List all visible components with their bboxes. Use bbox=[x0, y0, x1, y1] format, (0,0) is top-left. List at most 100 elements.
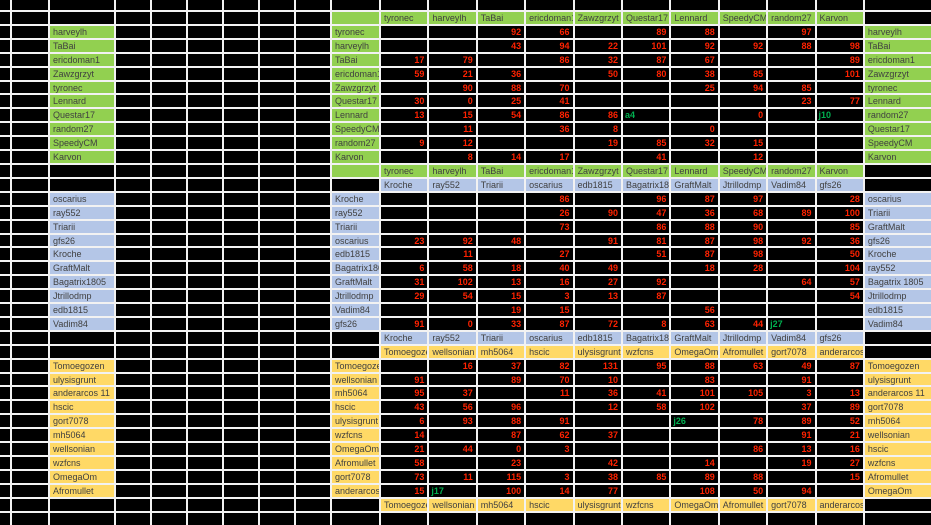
row-label-mid[interactable]: anderarcos bbox=[332, 484, 379, 497]
matrix-cell[interactable]: 47 bbox=[622, 206, 670, 219]
matrix-cell[interactable]: 102 bbox=[671, 401, 718, 414]
empty-cell[interactable] bbox=[260, 317, 294, 330]
column-header[interactable]: edb1815 bbox=[574, 178, 621, 191]
empty-cell[interactable] bbox=[260, 220, 294, 233]
empty-cell[interactable] bbox=[188, 53, 222, 66]
empty-cell[interactable] bbox=[224, 53, 258, 66]
row-label-left[interactable]: Bagatrix1805 bbox=[50, 276, 114, 289]
empty-cell[interactable] bbox=[296, 345, 330, 358]
empty-cell[interactable] bbox=[224, 0, 258, 10]
matrix-cell[interactable]: 32 bbox=[671, 137, 718, 150]
matrix-cell[interactable] bbox=[381, 304, 428, 316]
empty-cell[interactable] bbox=[116, 53, 150, 66]
empty-cell[interactable] bbox=[12, 151, 48, 163]
matrix-cell[interactable] bbox=[381, 220, 428, 233]
column-header[interactable]: ray552 bbox=[429, 331, 476, 344]
row-label-left[interactable]: wzfcns bbox=[50, 457, 114, 469]
matrix-cell[interactable]: 85 bbox=[622, 470, 670, 483]
empty-cell[interactable] bbox=[152, 498, 186, 511]
row-label-mid[interactable]: Triarii bbox=[332, 220, 379, 233]
empty-cell[interactable] bbox=[260, 345, 294, 358]
row-label-left[interactable]: edb1815 bbox=[50, 304, 114, 316]
row-label-right[interactable]: TaBai bbox=[864, 39, 931, 52]
matrix-cell[interactable] bbox=[381, 359, 428, 372]
row-label-left[interactable]: tyronec bbox=[50, 81, 114, 94]
empty-cell[interactable] bbox=[0, 304, 10, 316]
column-header[interactable]: TaBai bbox=[477, 12, 525, 24]
matrix-cell[interactable] bbox=[768, 53, 815, 66]
empty-cell[interactable] bbox=[0, 234, 10, 247]
empty-cell[interactable] bbox=[152, 443, 186, 455]
matrix-cell[interactable] bbox=[477, 387, 525, 400]
empty-cell[interactable] bbox=[296, 109, 330, 122]
matrix-cell[interactable] bbox=[574, 415, 621, 428]
matrix-cell[interactable] bbox=[622, 457, 670, 469]
empty-cell[interactable] bbox=[188, 123, 222, 136]
column-header[interactable]: Karvon bbox=[816, 164, 863, 177]
row-label-right[interactable]: Bagatrix 1805 bbox=[864, 276, 931, 289]
empty-cell[interactable] bbox=[152, 387, 186, 400]
empty-cell[interactable] bbox=[116, 331, 150, 344]
matrix-cell[interactable]: 80 bbox=[622, 67, 670, 80]
matrix-cell[interactable]: 19 bbox=[768, 457, 815, 469]
empty-cell[interactable] bbox=[188, 331, 222, 344]
empty-cell[interactable] bbox=[224, 373, 258, 386]
empty-cell[interactable] bbox=[12, 39, 48, 52]
empty-cell[interactable] bbox=[477, 0, 525, 10]
row-label-left[interactable]: OmegaOm bbox=[50, 470, 114, 483]
column-header[interactable]: SpeedyCM bbox=[719, 164, 767, 177]
empty-cell[interactable] bbox=[0, 192, 10, 205]
empty-cell[interactable] bbox=[12, 484, 48, 497]
column-header[interactable]: Jtrillodmp bbox=[719, 178, 767, 191]
empty-cell[interactable] bbox=[224, 192, 258, 205]
column-header[interactable]: random27 bbox=[768, 164, 815, 177]
empty-cell[interactable] bbox=[12, 164, 48, 177]
empty-cell[interactable] bbox=[224, 234, 258, 247]
matrix-cell[interactable]: 28 bbox=[719, 262, 767, 275]
matrix-cell[interactable] bbox=[719, 123, 767, 136]
matrix-cell[interactable]: 86 bbox=[526, 53, 573, 66]
empty-cell[interactable] bbox=[152, 137, 186, 150]
row-label-left[interactable]: mh5064 bbox=[50, 429, 114, 442]
matrix-cell[interactable]: 108 bbox=[671, 484, 718, 497]
empty-cell[interactable] bbox=[12, 53, 48, 66]
matrix-cell[interactable]: 23 bbox=[381, 234, 428, 247]
matrix-cell[interactable] bbox=[768, 137, 815, 150]
matrix-cell[interactable] bbox=[719, 290, 767, 303]
empty-cell[interactable] bbox=[296, 192, 330, 205]
matrix-cell[interactable]: 17 bbox=[381, 53, 428, 66]
empty-cell[interactable] bbox=[296, 387, 330, 400]
empty-cell[interactable] bbox=[188, 220, 222, 233]
matrix-cell[interactable]: 26 bbox=[526, 206, 573, 219]
matrix-cell[interactable]: 87 bbox=[816, 359, 863, 372]
empty-cell[interactable] bbox=[864, 498, 931, 511]
empty-cell[interactable] bbox=[12, 81, 48, 94]
matrix-cell[interactable]: 87 bbox=[622, 53, 670, 66]
row-label-right[interactable]: Lennard bbox=[864, 95, 931, 108]
empty-cell[interactable] bbox=[224, 345, 258, 358]
row-label-mid[interactable]: Questar17 bbox=[332, 95, 379, 108]
empty-cell[interactable] bbox=[152, 457, 186, 469]
row-label-left[interactable]: Kroche bbox=[50, 248, 114, 261]
matrix-cell[interactable]: 13 bbox=[768, 443, 815, 455]
matrix-cell[interactable]: 86 bbox=[526, 109, 573, 122]
matrix-cell[interactable]: 98 bbox=[816, 39, 863, 52]
empty-cell[interactable] bbox=[260, 206, 294, 219]
matrix-cell[interactable] bbox=[768, 67, 815, 80]
empty-cell[interactable] bbox=[260, 39, 294, 52]
empty-cell[interactable] bbox=[0, 81, 10, 94]
column-header[interactable]: Lennard bbox=[671, 164, 718, 177]
empty-cell[interactable] bbox=[0, 109, 10, 122]
matrix-cell[interactable]: 23 bbox=[768, 95, 815, 108]
empty-cell[interactable] bbox=[116, 387, 150, 400]
empty-cell[interactable] bbox=[188, 67, 222, 80]
empty-cell[interactable] bbox=[116, 498, 150, 511]
empty-cell[interactable] bbox=[116, 164, 150, 177]
row-label-mid[interactable]: Tomoegozen bbox=[332, 359, 379, 372]
row-label-left[interactable]: oscarius bbox=[50, 192, 114, 205]
row-label-left[interactable]: Lennard bbox=[50, 95, 114, 108]
row-label-mid[interactable]: OmegaOm bbox=[332, 443, 379, 455]
matrix-cell[interactable] bbox=[719, 373, 767, 386]
row-label-mid[interactable]: SpeedyCM bbox=[332, 123, 379, 136]
matrix-cell[interactable]: 86 bbox=[574, 109, 621, 122]
